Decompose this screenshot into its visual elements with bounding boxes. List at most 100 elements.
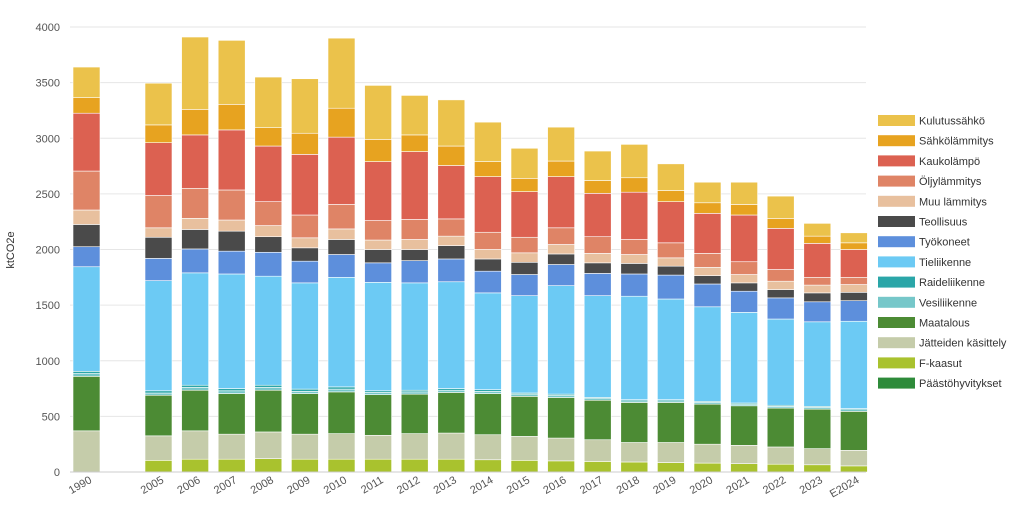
bar-segment — [364, 249, 392, 264]
bar-segment — [730, 282, 758, 292]
bar-segment — [72, 209, 101, 225]
bar-segment — [803, 301, 832, 323]
bar-segment — [144, 435, 173, 461]
bar-segment — [437, 432, 466, 460]
bar-segment — [217, 458, 246, 473]
bar-segment — [510, 191, 539, 238]
bar-stack-2013 — [437, 99, 466, 473]
bar-segment — [766, 463, 795, 473]
bar-segment — [181, 109, 209, 136]
legend[interactable]: Kulutussähkö Sähkölämmitys Kaukolämpö Öljyl… — [878, 115, 1007, 390]
bar-segment — [400, 134, 429, 152]
bar-stack-2020 — [693, 181, 722, 473]
bar-segment — [254, 76, 283, 128]
bar-segment — [766, 280, 795, 290]
bar-stack-2018 — [620, 144, 649, 473]
legend-item[interactable]: F-kaasut — [878, 357, 962, 370]
legend-item[interactable]: Vesiliikenne — [878, 296, 977, 310]
bar-segment — [72, 66, 101, 98]
bar-stack-2012 — [400, 95, 429, 473]
bar-segment — [474, 231, 502, 250]
legend-item[interactable]: Kaukolämpö — [878, 155, 980, 168]
bar-segment — [693, 306, 722, 402]
bar-segment — [657, 201, 685, 244]
bar-segment — [181, 387, 209, 391]
bar-segment — [547, 460, 575, 473]
x-tick-label: 2013 — [432, 474, 459, 497]
bar-segment — [510, 436, 539, 461]
bar-segment — [547, 227, 575, 245]
legend-item[interactable]: Tieliikenne — [878, 256, 971, 269]
bar-segment — [181, 229, 209, 250]
bar-segment — [144, 195, 173, 229]
bar-segment — [327, 239, 356, 255]
bar-segment — [840, 465, 868, 473]
bar-segment — [364, 220, 392, 241]
bar-segment — [400, 260, 429, 284]
legend-item[interactable]: Maatalous — [878, 317, 970, 330]
bar-segment — [803, 464, 832, 473]
bar-segment — [620, 461, 649, 473]
bar-segment — [400, 393, 429, 434]
bar-segment — [400, 249, 429, 261]
bar-segment — [547, 264, 575, 286]
bar-stack-2008 — [254, 76, 283, 473]
bar-segment — [291, 282, 319, 390]
legend-item[interactable]: Öljylämmitys — [878, 175, 982, 189]
y-tick-label: 3500 — [36, 78, 60, 90]
legend-swatch — [878, 377, 915, 389]
bar-stack-2017 — [583, 150, 612, 473]
bar-segment — [144, 236, 173, 259]
legend-label: Maatalous — [919, 318, 970, 330]
bar-segment — [693, 213, 722, 254]
bar-segment — [474, 434, 502, 461]
bar-stack-2006 — [181, 36, 209, 473]
bar-segment — [254, 387, 283, 391]
bar-segment — [730, 181, 758, 205]
bar-segment — [144, 258, 173, 281]
bar-segment — [547, 176, 575, 229]
bar-segment — [327, 386, 356, 390]
legend-label: Kulutussähkö — [919, 116, 985, 128]
bar-segment — [547, 253, 575, 265]
bar-segment — [217, 104, 246, 131]
bar-segment — [510, 178, 539, 192]
bar-stack-2016 — [547, 126, 575, 473]
x-tick-label: 2015 — [505, 474, 532, 497]
bar-segment — [217, 390, 246, 394]
bar-segment — [547, 160, 575, 177]
bar-segment — [181, 272, 209, 386]
legend-item[interactable]: Muu lämmitys — [878, 195, 987, 209]
bar-segment — [583, 180, 612, 194]
bar-segment — [620, 402, 649, 443]
bar-segment — [620, 144, 649, 179]
bar-segment — [254, 251, 283, 277]
legend-item[interactable]: Sähkölämmitys — [878, 135, 994, 148]
legend-item[interactable]: Työkoneet — [878, 236, 970, 249]
bar-segment — [620, 239, 649, 255]
bar-segment — [181, 218, 209, 230]
bar-segment — [693, 253, 722, 268]
bar-segment — [72, 266, 101, 372]
x-tick-label: 2006 — [175, 474, 202, 497]
x-tick-label: 2018 — [615, 474, 642, 497]
bar-segment — [437, 99, 466, 147]
bar-segment — [474, 391, 502, 394]
bar-segment — [766, 269, 795, 282]
x-tick-label: 2008 — [249, 474, 276, 497]
bar-segment — [400, 391, 429, 395]
x-tick-label: 2005 — [139, 474, 166, 497]
bar-segment — [254, 201, 283, 226]
legend-item[interactable]: Raideliikenne — [878, 276, 985, 290]
y-tick-label: 1000 — [36, 356, 60, 368]
legend-item[interactable]: Jätteiden käsittely — [878, 337, 1007, 350]
bar-segment — [510, 460, 539, 473]
bar-segment — [840, 411, 868, 451]
bar-segment — [364, 282, 392, 392]
legend-item[interactable]: Kulutussähkö — [878, 115, 985, 128]
bar-segment — [657, 163, 685, 191]
legend-item[interactable]: Päästöhyvitykset — [878, 377, 1002, 391]
legend-item[interactable]: Teollisuus — [878, 216, 968, 229]
bar-segment — [144, 460, 173, 473]
